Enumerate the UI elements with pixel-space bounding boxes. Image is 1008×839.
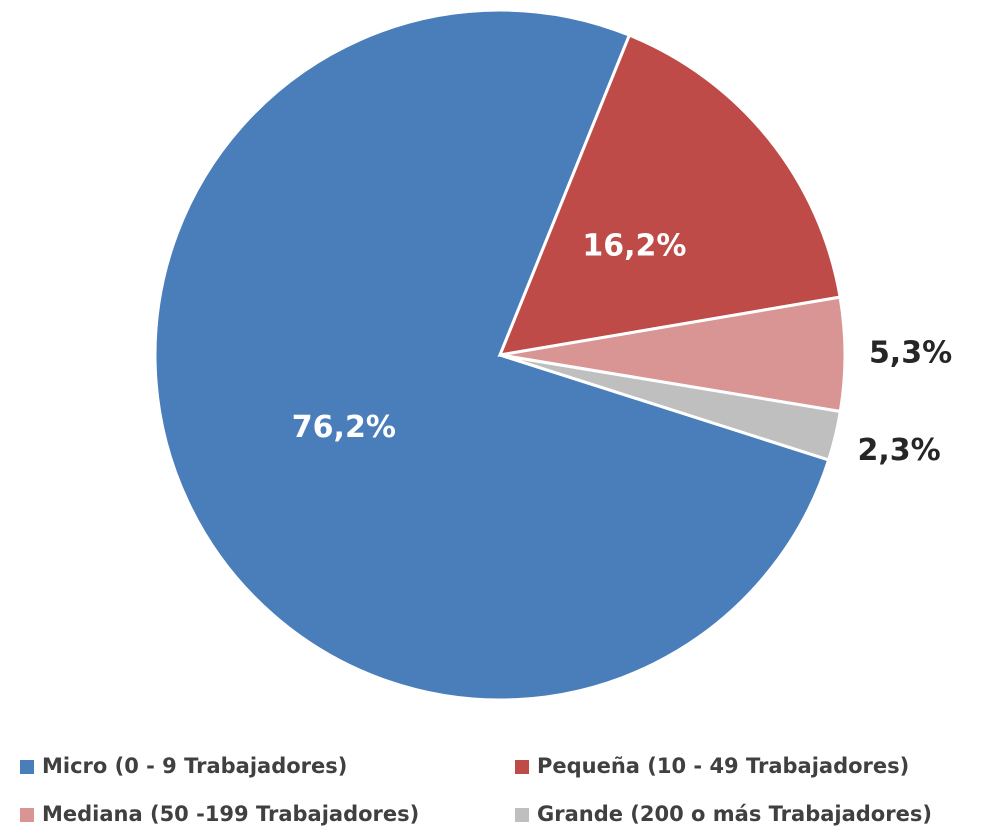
legend-label: Grande (200 o más Trabajadores): [537, 802, 932, 826]
legend-label: Micro (0 - 9 Trabajadores): [42, 754, 347, 778]
legend-swatch: [515, 760, 529, 774]
data-label: 5,3%: [869, 336, 952, 371]
legend-label: Mediana (50 -199 Trabajadores): [42, 802, 419, 826]
data-label: 2,3%: [858, 433, 941, 468]
pie-slice: [497, 33, 842, 357]
legend-label: Pequeña (10 - 49 Trabajadores): [537, 754, 909, 778]
pie-slice: [499, 353, 843, 462]
legend-swatch: [20, 808, 34, 822]
data-label: 76,2%: [292, 410, 396, 445]
legend-swatch: [20, 760, 34, 774]
pie-slice: [153, 8, 831, 702]
legend-swatch: [515, 808, 529, 822]
data-label: 16,2%: [582, 228, 686, 263]
